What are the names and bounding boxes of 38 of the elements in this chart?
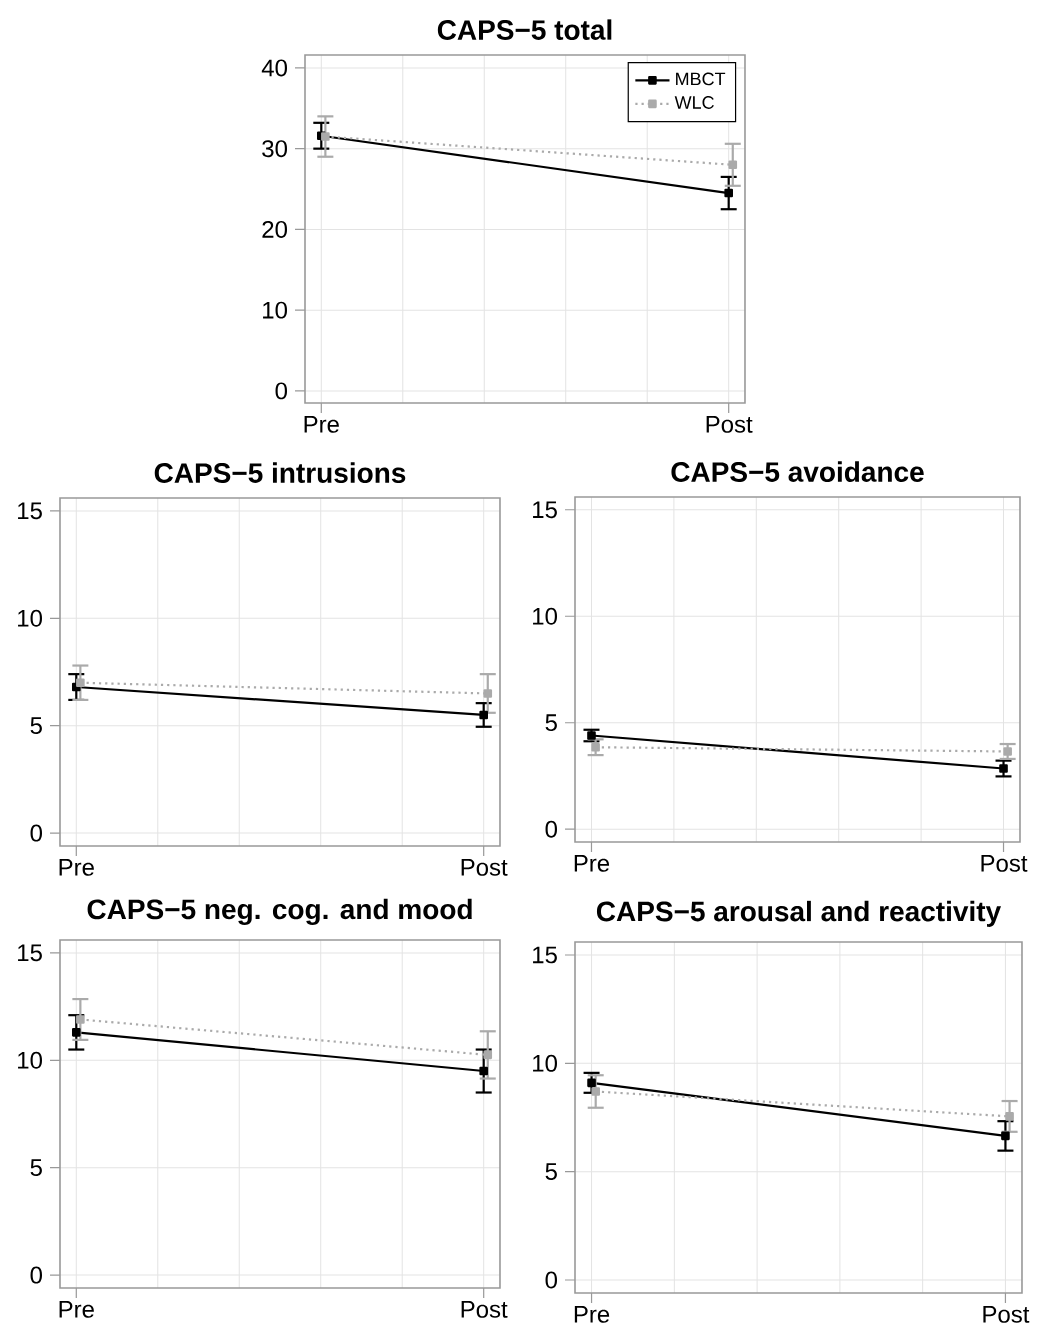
y-tick-label: 20 bbox=[262, 220, 287, 238]
y-tick-label: 0 bbox=[30, 1266, 43, 1284]
legend-label: WLC bbox=[674, 96, 714, 109]
chart-title: CAPS−5 total bbox=[437, 19, 612, 40]
x-tick-label: Pre bbox=[304, 416, 339, 433]
y-tick-label: 10 bbox=[18, 609, 42, 627]
y-tick-label: 5 bbox=[30, 1159, 42, 1177]
x-tick-label: Post bbox=[983, 1306, 1030, 1323]
y-tick-label: 5 bbox=[545, 714, 557, 732]
x-tick-label: Post bbox=[706, 416, 753, 433]
chart-title: CAPS−5 neg. cog. and mood bbox=[87, 898, 472, 925]
chart-title: CAPS−5 arousal and reactivity bbox=[596, 900, 1002, 927]
y-tick-label: 10 bbox=[533, 1054, 558, 1072]
y-tick-label: 0 bbox=[545, 820, 558, 838]
y-tick-label: 10 bbox=[263, 301, 287, 319]
y-tick-label: 5 bbox=[30, 717, 42, 735]
y-tick-label: 10 bbox=[18, 1051, 42, 1069]
y-tick-label: 5 bbox=[545, 1163, 557, 1181]
y-tick-label: 0 bbox=[545, 1271, 558, 1289]
y-tick-label: 40 bbox=[261, 59, 287, 77]
y-tick-label: 10 bbox=[533, 607, 558, 625]
y-tick-label: 0 bbox=[30, 824, 43, 842]
x-tick-label: Pre bbox=[574, 1306, 610, 1323]
y-tick-label: 15 bbox=[533, 501, 557, 519]
legend-label: MBCT bbox=[676, 72, 726, 86]
chart-title: CAPS−5 avoidance bbox=[671, 461, 924, 482]
chart-title: CAPS−5 intrusions bbox=[154, 462, 406, 483]
y-tick-label: 15 bbox=[18, 502, 42, 520]
x-tick-label: Post bbox=[461, 859, 508, 876]
x-tick-label: Pre bbox=[59, 1301, 94, 1318]
y-tick-label: 0 bbox=[275, 382, 288, 400]
y-tick-label: 30 bbox=[262, 140, 287, 158]
x-tick-label: Pre bbox=[59, 859, 94, 876]
x-tick-label: Post bbox=[981, 855, 1028, 872]
y-tick-label: 15 bbox=[533, 946, 557, 964]
y-tick-label: 15 bbox=[18, 944, 42, 962]
x-tick-label: Post bbox=[461, 1301, 508, 1318]
x-tick-label: Pre bbox=[574, 855, 610, 872]
